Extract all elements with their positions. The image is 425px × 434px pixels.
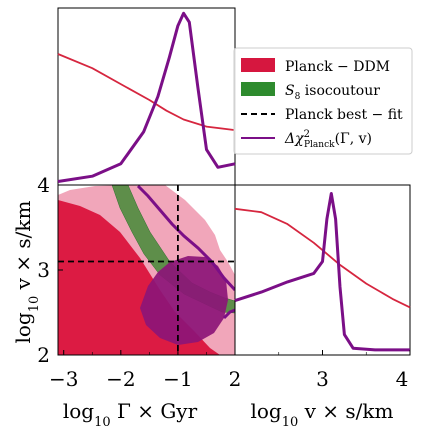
main-xtick-label: −1 [163, 367, 192, 391]
top-left-series-0 [57, 53, 236, 131]
main-xtick-label: −3 [49, 367, 78, 391]
legend-label-2: Planck best − fit [285, 107, 403, 123]
main-xtick-label: −2 [106, 367, 135, 391]
top-left-series-1 [57, 11, 236, 183]
bottom-right-series-0 [234, 207, 411, 309]
delta-chi2-contour-line-2 [222, 308, 235, 320]
panel-main: −3 −2 −1 2 3 4 [37, 173, 236, 391]
main-ytick-label: 2 [37, 343, 50, 367]
bottom-right-xlabel: log10 v × s/km [250, 399, 393, 430]
contour-region [58, 185, 235, 355]
panel-bottom-right-lines [234, 192, 411, 352]
delta-chi2-filled-region [140, 256, 228, 345]
legend: Planck − DDM S8 isocoutour Planck best − f… [233, 47, 413, 155]
bottom-right-series-1 [234, 192, 410, 352]
legend-label-0: Planck − DDM [285, 59, 390, 75]
br-xtick-label: 3 [316, 367, 329, 391]
legend-swatch-1 [241, 82, 275, 96]
panel-bottom-right-frame [234, 184, 411, 356]
main-ytick-label: 4 [37, 173, 50, 197]
legend-swatch-0 [241, 58, 275, 72]
legend-label-3: Δχ2 Planck(Γ, v) [284, 129, 372, 150]
panel-bottom-right: 2 3 4 [229, 184, 411, 391]
br-xtick-label: 4 [396, 367, 409, 391]
br-xtick-label: 2 [229, 367, 242, 391]
main-ylabel: log10 v × s/km [11, 200, 42, 343]
panel-top-left-frame [57, 7, 236, 186]
panel-top-left [57, 7, 236, 186]
main-xlabel: log10 Γ × Gyr [63, 399, 198, 430]
delta-chi2-contour-line [136, 185, 235, 292]
legend-label-1: S8 isocoutour [285, 83, 380, 102]
panel-bottom-right-ticks: 2 3 4 [229, 350, 411, 391]
planck-ddm-inner-contour [58, 200, 220, 355]
main-ytick-label: 3 [37, 258, 50, 282]
legend-box [233, 47, 413, 155]
panel-top-left-lines [57, 11, 236, 183]
